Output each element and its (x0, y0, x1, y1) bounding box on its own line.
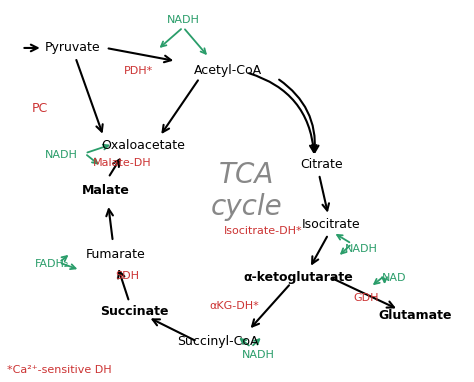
Text: Succinyl-CoA: Succinyl-CoA (177, 335, 259, 348)
Text: Glutamate: Glutamate (378, 309, 452, 322)
Text: NAD: NAD (382, 273, 406, 283)
Text: Fumarate: Fumarate (85, 249, 145, 262)
Text: α-ketoglutarate: α-ketoglutarate (243, 271, 353, 284)
Text: Citrate: Citrate (300, 158, 343, 171)
Text: Acetyl-CoA: Acetyl-CoA (193, 64, 262, 77)
Text: Malate-DH: Malate-DH (93, 158, 152, 168)
Text: PC: PC (32, 102, 48, 115)
Text: NADH: NADH (167, 15, 200, 25)
Text: NADH: NADH (345, 244, 378, 254)
Text: αKG-DH*: αKG-DH* (210, 301, 260, 311)
Text: Isocitrate-DH*: Isocitrate-DH* (223, 225, 302, 236)
Text: *Ca²⁺-sensitive DH: *Ca²⁺-sensitive DH (8, 366, 112, 376)
Text: SDH: SDH (115, 271, 139, 281)
Text: Pyruvate: Pyruvate (45, 42, 101, 55)
Text: Succinate: Succinate (100, 305, 168, 318)
Text: NADH: NADH (242, 350, 274, 360)
Text: Isocitrate: Isocitrate (301, 219, 360, 231)
Text: TCA
cycle: TCA cycle (210, 161, 282, 221)
Text: Malate: Malate (82, 185, 130, 197)
Text: FADH₂: FADH₂ (35, 259, 69, 269)
Text: NADH: NADH (45, 150, 78, 160)
Text: GDH: GDH (353, 293, 379, 303)
Text: Oxaloacetate: Oxaloacetate (101, 139, 185, 152)
Text: PDH*: PDH* (124, 66, 153, 76)
